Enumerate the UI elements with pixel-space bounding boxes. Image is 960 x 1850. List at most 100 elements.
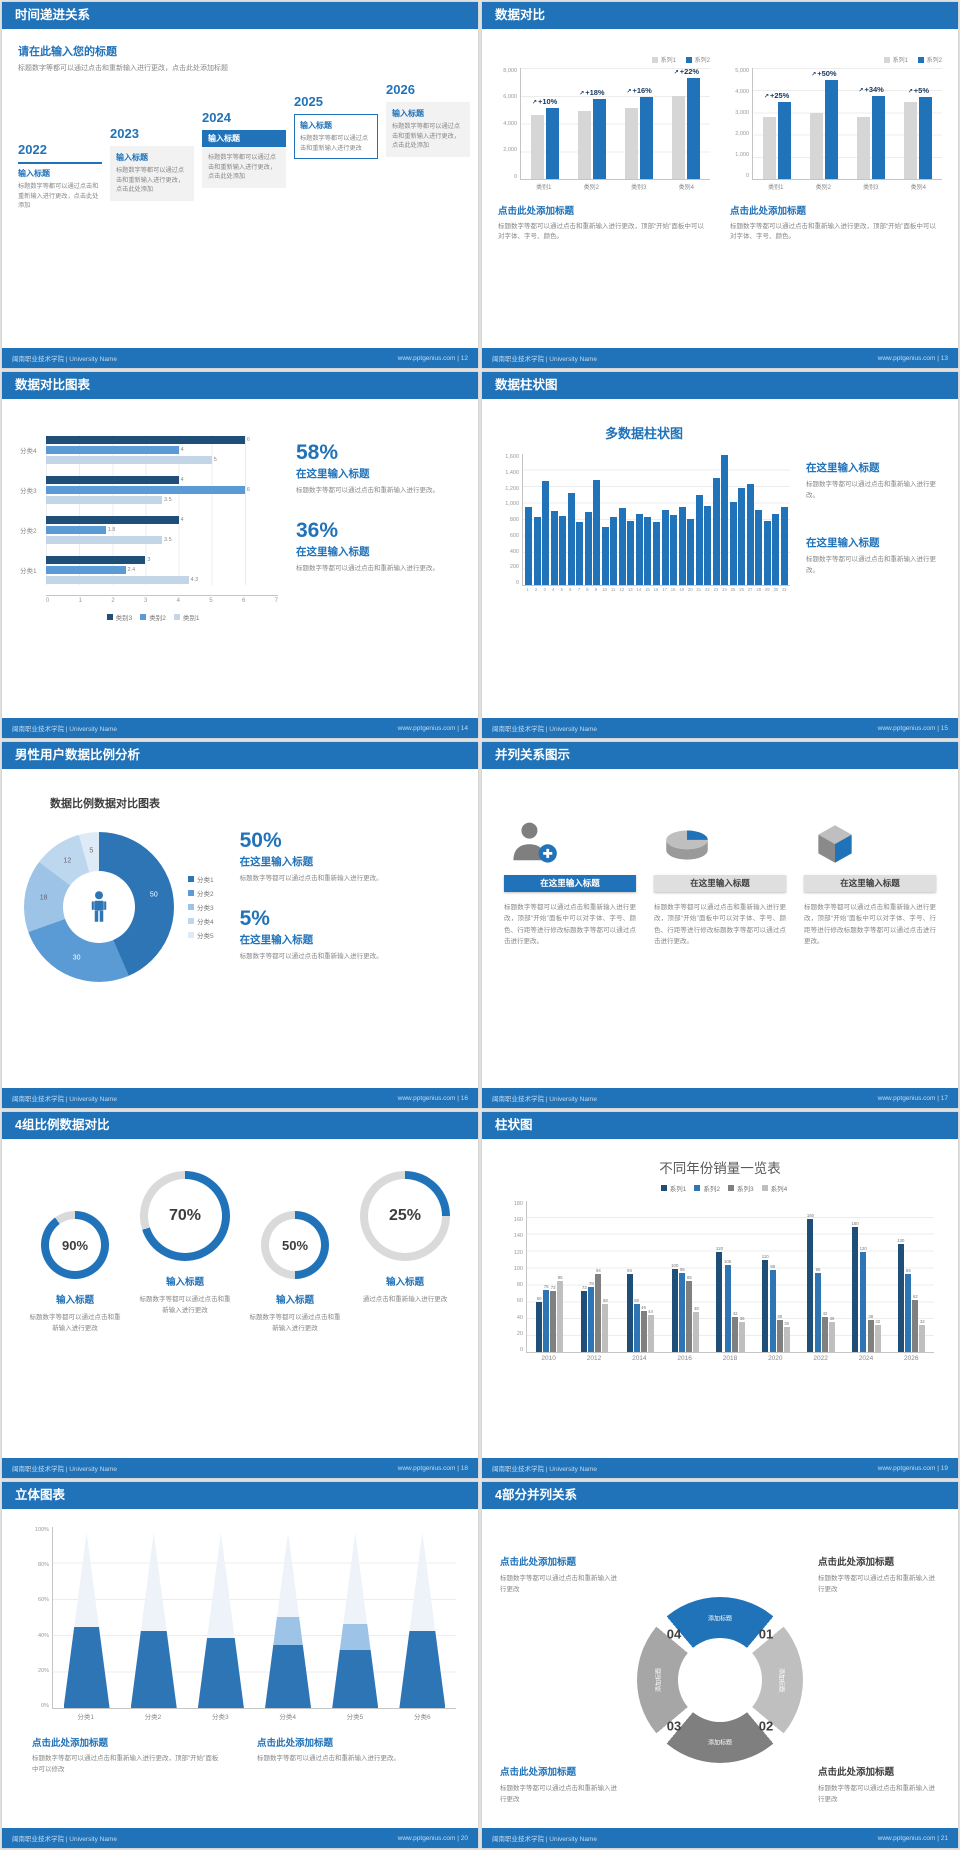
value-label: 73 <box>581 1285 587 1291</box>
bar-group: 120 105 42 36 <box>708 1201 753 1352</box>
step-body: 标题数字等都可以通过点击和重新输入进行更改，点击此处添加 <box>392 123 461 150</box>
site-label: www.pptgenius.com <box>397 354 456 362</box>
footer-school: 闽南职业技术学院 | University Name <box>492 356 597 363</box>
footer-school: 闽南职业技术学院 | University Name <box>492 1466 597 1473</box>
value-label: 95 <box>679 1266 685 1272</box>
bar <box>635 514 643 585</box>
bar-column: 94 <box>905 1268 912 1352</box>
bar-column: 73 <box>581 1285 588 1352</box>
footer-school: 闽南职业技术学院 | University Name <box>12 1096 117 1103</box>
slide-preview-13[interactable]: 数据对比 系列1 系列2 8,000 6,000 4,000 2,000 0 ↗+10%… <box>482 2 958 368</box>
page-number: 14 <box>460 724 468 732</box>
slide-title: 数据对比图表 <box>15 378 91 392</box>
slide-preview-18[interactable]: 4组比例数据对比 90% 输入标题 标题数字等都可以通过点击和重新输入进行更改 … <box>2 1112 478 1478</box>
slide-content: 100% 80% 60% 40% 20% 0% 分类1 分类2 分类3 分类4 分类5 分类6 点击… <box>2 1509 478 1828</box>
footer-school: 闽南职业技术学院 | University Name <box>492 726 597 733</box>
item-heading: 在这里输入标题 <box>804 875 936 892</box>
value-label: 110 <box>761 1254 769 1260</box>
increase-arrow-icon: ↗ <box>811 71 817 78</box>
stat-heading: 在这里输入标题 <box>296 468 370 480</box>
stat-blocks: 在这里输入标题 标题数字等都可以通过点击和重新输入进行更改。 在这里输入标题 标… <box>806 415 942 718</box>
category-label: 分类2 <box>20 528 37 535</box>
legend-swatch <box>761 1185 768 1191</box>
value-label: 73 <box>550 1285 556 1291</box>
slide-preview-20[interactable]: 立体图表 100% 80% 60% 40% 20% 0% 分类1 分类2 分类3 分类4 分类5 分… <box>2 1482 478 1848</box>
chart-title: 不同年份销量一览表 <box>659 1161 781 1176</box>
percent-label: ↗+22% <box>673 67 700 77</box>
slide-content: 数据比例数据对比图表 50 30 18 12 5 <box>2 769 478 1088</box>
segment-number: 03 <box>666 1718 682 1733</box>
x-label: 31 <box>782 587 787 592</box>
building-3d-icon <box>818 825 852 863</box>
legend-swatch <box>728 1185 734 1191</box>
bar <box>860 1252 867 1352</box>
timeline-step: 2023 输入标题 标题数字等都可以通过点击和重新输入进行更改，点击此处添加 <box>110 126 194 202</box>
male-person-icon <box>91 891 107 922</box>
slide-preview-21[interactable]: 4部分并列关系 点击此处添加标题 标题数字等都可以通过点击和重新输入进行更改 点… <box>482 1482 958 1848</box>
slide-preview-15[interactable]: 数据柱状图 多数据柱状图 1,600 1,400 1,200 1,000 800 600 4… <box>482 372 958 738</box>
category-label: 分类4 <box>20 448 37 455</box>
page-number: 21 <box>940 1834 948 1842</box>
bar <box>633 1303 640 1352</box>
text-block: 点击此处添加标题 标题数字等都可以通过点击和重新输入进行更改 <box>500 1554 622 1595</box>
percent-label: ↗+25% <box>763 90 790 100</box>
page-number: 12 <box>460 354 468 362</box>
bar-column: 32 <box>874 1319 881 1352</box>
value-label: 42 <box>732 1311 738 1316</box>
cone <box>265 1532 312 1708</box>
legend-item: 系列2 <box>685 55 710 64</box>
x-label: 19 <box>679 587 684 592</box>
slide-preview-17[interactable]: 并列关系图示 在这里输入标题 标题数字等都可以通过点击和重新输入进行更改，顶部“… <box>482 742 958 1108</box>
timeline-step: 2022 输入标题 标题数字等都可以通过点击和重新输入进行更改，点击此处添加 <box>18 142 102 211</box>
slide-preview-12[interactable]: 时间递进关系 请在此输入您的标题 标题数字等都可以通过点击和重新输入进行更改，点… <box>2 2 478 368</box>
value-label: 100 <box>671 1262 679 1268</box>
year-label: 2024 <box>202 110 231 126</box>
page-number: 20 <box>460 1834 468 1842</box>
slide-title-bar: 4部分并列关系 <box>482 1482 958 1509</box>
x-label: 2 <box>534 587 538 592</box>
x-label: 2010 <box>541 1355 556 1362</box>
bar-column: 85 <box>686 1275 693 1352</box>
percent-label: ↗+10% <box>531 97 558 107</box>
footer-page: www.pptgenius.com | 12 <box>397 354 468 362</box>
stat-percentage: 5% <box>239 906 270 930</box>
slide-preview-14[interactable]: 数据对比图表 分类4 6 4 5 分类3 4 6 3.5 分类2 4 1.8 3.5 分类1 3 2.4 4.… <box>2 372 478 738</box>
bar-column: 130 <box>897 1238 904 1352</box>
step-title: 输入标题 <box>18 162 102 179</box>
slice-label: 5 <box>89 847 94 855</box>
legend-item: 系列2 <box>917 55 942 64</box>
slide-preview-19[interactable]: 柱状图 不同年份销量一览表 系列1 系列2 系列3 系列4 180 160 140 1… <box>482 1112 958 1478</box>
increase-arrow-icon: ↗ <box>907 89 913 96</box>
text-block: 点击此处添加标题 标题数字等都可以通过点击和重新输入进行更改。 <box>257 1735 448 1775</box>
bar-group: ↗+22% <box>663 67 710 179</box>
parallel-item: 在这里输入标题 标题数字等都可以通过点击和重新输入进行更改，顶部“开始”面板中可… <box>804 803 936 1088</box>
x-label: 16 <box>653 587 659 592</box>
bar <box>588 1287 595 1352</box>
x-label: 23 <box>713 587 719 592</box>
bar-column: 30 <box>783 1321 790 1352</box>
ring-percentage: 50% <box>269 1219 321 1271</box>
person-add-icon <box>513 822 557 863</box>
bar-pair <box>762 101 791 179</box>
slide-title: 时间递进关系 <box>15 8 91 22</box>
block-body: 标题数字等都可以通过点击和重新输入进行更改 <box>500 1785 617 1804</box>
block-body: 标题数字等都可以通过点击和重新输入进行更改。 <box>257 1755 400 1762</box>
bar <box>652 522 660 585</box>
slide-preview-16[interactable]: 男性用户数据比例分析 数据比例数据对比图表 <box>2 742 478 1108</box>
legend-swatch <box>106 614 113 620</box>
chart-legend: 分类1 分类2 分类3 分类4 分类5 <box>188 874 214 940</box>
x-label: 6 <box>569 587 572 592</box>
page-number: 16 <box>460 1094 468 1102</box>
x-label: 15 <box>645 587 650 592</box>
bar <box>679 1272 686 1352</box>
slice-label: 18 <box>39 894 48 902</box>
legend-item: 系列3 <box>728 1183 754 1193</box>
slide-title-bar: 数据柱状图 <box>482 372 958 399</box>
bar <box>601 527 609 585</box>
x-axis-labels: 2010 2012 2014 2016 2018 2020 2022 2024 2026 <box>526 1355 934 1362</box>
bar <box>783 1327 790 1352</box>
legend-item: 系列1 <box>660 1183 686 1193</box>
x-label: 2020 <box>768 1355 783 1362</box>
bar-plot <box>522 454 790 586</box>
slide-title-bar: 时间递进关系 <box>2 2 478 29</box>
